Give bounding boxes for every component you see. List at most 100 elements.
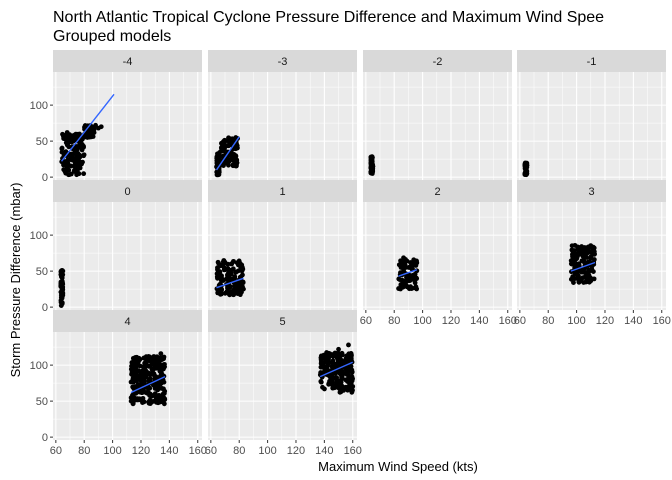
data-point (158, 351, 164, 356)
data-point (318, 364, 324, 370)
facet-panel-5: 5 60 80 100 120 140 160 (205, 310, 362, 457)
x-tick-label: 80 (542, 315, 554, 327)
x-tick-label: 160 (344, 445, 362, 457)
data-point (326, 351, 331, 356)
data-point (68, 153, 74, 158)
fit-line (319, 361, 354, 378)
facet-strip (53, 310, 202, 332)
data-point (133, 396, 139, 402)
data-point (76, 163, 82, 169)
x-axis-title: Maximum Wind Speed (kts) (318, 459, 478, 474)
facet-strip (517, 50, 666, 72)
data-point (81, 171, 87, 177)
data-point (401, 268, 407, 274)
data-point (338, 388, 344, 394)
facet-strip-label: -2 (433, 56, 443, 68)
data-point (138, 377, 144, 382)
data-point (149, 366, 155, 372)
data-point (325, 354, 331, 360)
data-point (343, 358, 349, 364)
data-point (232, 275, 238, 281)
data-point (413, 284, 419, 290)
data-point (151, 372, 157, 378)
facet-strip (208, 310, 357, 332)
data-point (576, 247, 582, 253)
data-point (522, 172, 528, 177)
data-point (368, 159, 374, 164)
data-point (330, 353, 336, 359)
facet-strip-label: 4 (124, 316, 130, 328)
data-point (59, 274, 64, 280)
x-tick-label: 120 (287, 445, 305, 457)
data-point (128, 366, 134, 372)
data-point (217, 271, 222, 277)
facet-strip (208, 50, 357, 72)
data-point (348, 352, 354, 357)
data-point (328, 374, 334, 380)
data-point (233, 269, 238, 275)
data-point (230, 259, 236, 265)
facet-panel--4: -4 0 50 100 (30, 50, 202, 184)
chart-subtitle: Grouped models (53, 28, 171, 45)
data-point (60, 292, 66, 298)
y-tick-label: 100 (30, 360, 48, 372)
facet-strip-label: 3 (588, 186, 594, 198)
data-point (568, 261, 574, 267)
facet-strip (53, 50, 202, 72)
data-point (161, 366, 166, 372)
facet-panel--3: -3 (208, 50, 357, 180)
y-tick-label: 100 (30, 230, 48, 242)
data-point (235, 291, 241, 296)
data-point (141, 399, 147, 405)
fit-line (215, 136, 240, 171)
points (58, 267, 66, 309)
data-point (401, 255, 406, 261)
data-point (148, 393, 154, 399)
facet-strip-label: -4 (123, 56, 133, 68)
data-point (85, 129, 91, 135)
data-point (401, 262, 407, 268)
data-point (216, 169, 222, 175)
y-axis-title: Storm Pressure Difference (mbar) (8, 183, 23, 378)
data-point (64, 130, 70, 135)
data-point (570, 251, 576, 256)
data-point (396, 262, 402, 268)
data-point (576, 261, 582, 267)
facet-strip-label: -1 (587, 56, 597, 68)
data-point (134, 354, 140, 360)
data-point (568, 276, 574, 282)
fit-line (570, 261, 596, 272)
data-point (90, 125, 96, 131)
data-point (226, 162, 231, 168)
data-point (135, 361, 141, 366)
points (214, 258, 246, 298)
data-point (217, 157, 223, 163)
points (317, 342, 356, 395)
data-point (412, 280, 418, 286)
data-point (146, 371, 152, 376)
data-point (76, 155, 82, 160)
data-point (406, 286, 412, 292)
data-point (320, 384, 325, 390)
facet-strip-label: 5 (279, 316, 285, 328)
y-tick-label: 100 (30, 100, 48, 112)
data-point (227, 272, 232, 278)
data-point (222, 265, 227, 271)
data-point (152, 356, 158, 362)
data-point (241, 286, 246, 292)
x-tick-label: 120 (442, 315, 460, 327)
data-point (231, 152, 237, 157)
data-point (64, 164, 70, 170)
facet-strip (517, 180, 666, 202)
data-point (147, 358, 153, 364)
data-point (410, 260, 416, 266)
data-point (236, 261, 242, 267)
data-point (368, 170, 374, 176)
panel-background (53, 332, 202, 440)
y-tick-label: 0 (42, 172, 48, 184)
data-point (64, 158, 70, 164)
data-point (340, 352, 345, 358)
data-point (347, 375, 353, 381)
data-point (233, 163, 239, 169)
